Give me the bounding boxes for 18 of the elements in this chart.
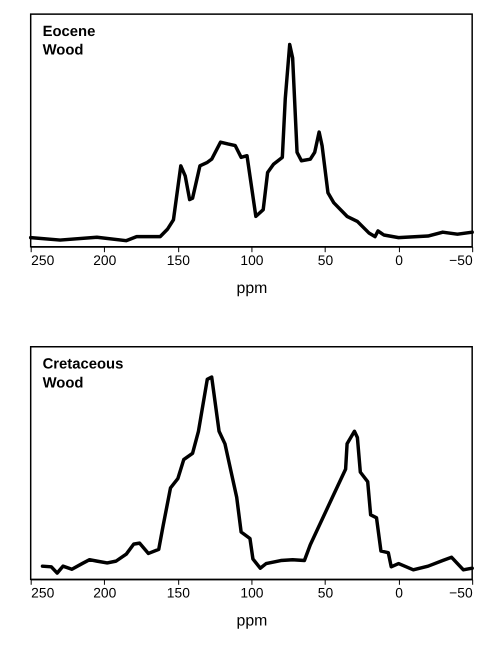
x-tick-label: 150	[166, 252, 190, 268]
x-tick-label: 50	[318, 252, 334, 268]
x-tick-label: 50	[318, 584, 334, 601]
chart-title: Cretaceous Wood	[42, 356, 124, 392]
x-tick-label: 100	[240, 252, 264, 268]
x-tick-label: −50	[449, 584, 473, 601]
x-tick-label: 200	[93, 584, 117, 601]
x-tick-label: 250	[31, 584, 55, 601]
x-tick-label: 100	[240, 584, 264, 601]
x-tick-label: 0	[395, 252, 404, 268]
x-tick-label: 150	[166, 584, 190, 601]
x-tick-label: 0	[395, 584, 404, 601]
x-tick-label: −50	[449, 252, 473, 268]
chart-title: Eocene Wood	[42, 24, 96, 59]
x-axis-title: ppm	[236, 612, 268, 630]
x-axis-title: ppm	[236, 280, 268, 297]
x-tick-label: 200	[93, 252, 117, 268]
x-tick-label: 250	[31, 252, 55, 268]
